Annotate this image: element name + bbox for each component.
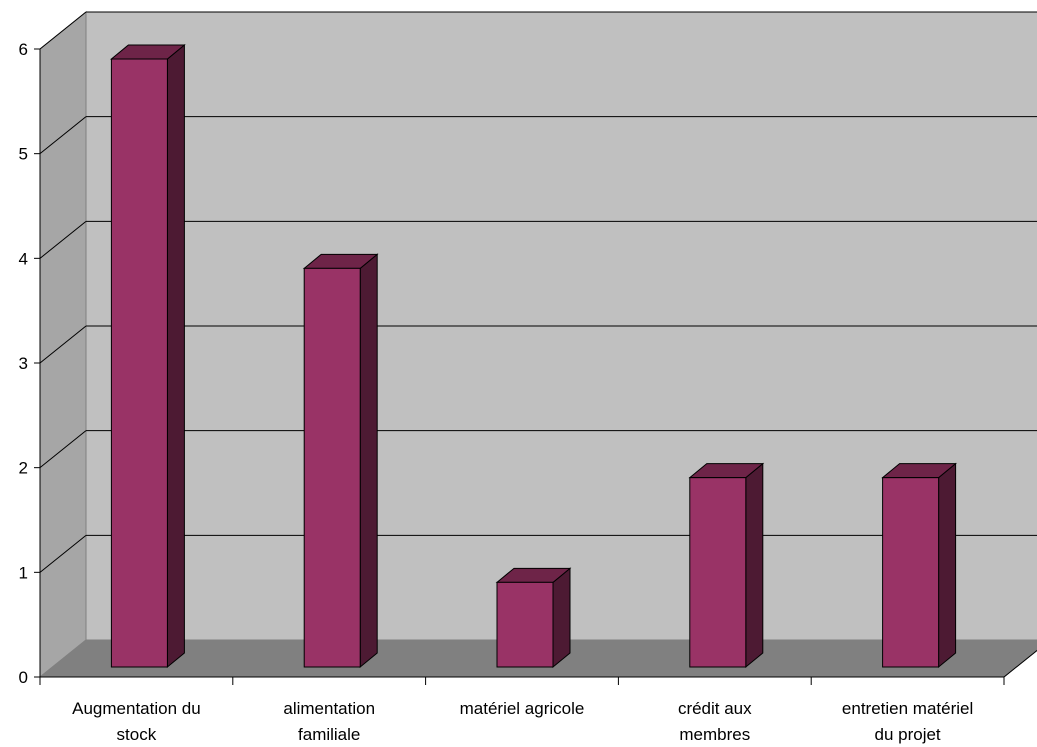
- bar-side: [552, 567, 571, 669]
- x-category-label: familiale: [298, 725, 360, 744]
- gridline-side: [39, 325, 87, 364]
- gridline-side: [39, 220, 87, 259]
- y-tick-label: 2: [19, 459, 28, 478]
- x-category-label: crédit aux: [678, 699, 752, 718]
- x-category-label: membres: [679, 725, 750, 744]
- x-category-label: Augmentation du: [72, 699, 201, 718]
- gridline-side: [39, 116, 87, 155]
- bar-side: [745, 462, 764, 669]
- y-tick-label: 4: [19, 249, 28, 268]
- y-tick-label: 1: [19, 563, 28, 582]
- gridline-side: [39, 430, 87, 469]
- x-category-label: du projet: [875, 725, 941, 744]
- x-category-label: entretien matériel: [842, 699, 973, 718]
- y-tick-label: 5: [19, 145, 28, 164]
- y-tick-label: 3: [19, 354, 28, 373]
- gridline-side: [39, 11, 87, 50]
- y-tick-label: 6: [19, 40, 28, 59]
- bar-side: [166, 43, 185, 669]
- x-axis-depth: [1003, 649, 1037, 678]
- x-category-label: stock: [117, 725, 157, 744]
- bar: [303, 267, 361, 668]
- y-tick-label: 0: [19, 668, 28, 687]
- x-category-label: matériel agricole: [460, 699, 585, 718]
- gridline-side: [39, 534, 87, 573]
- bar: [496, 581, 554, 668]
- x-category-label: alimentation: [283, 699, 375, 718]
- bar: [110, 58, 168, 668]
- bar: [882, 477, 940, 668]
- bar: [689, 477, 747, 668]
- bar-side: [938, 462, 957, 669]
- bar-side: [359, 253, 378, 669]
